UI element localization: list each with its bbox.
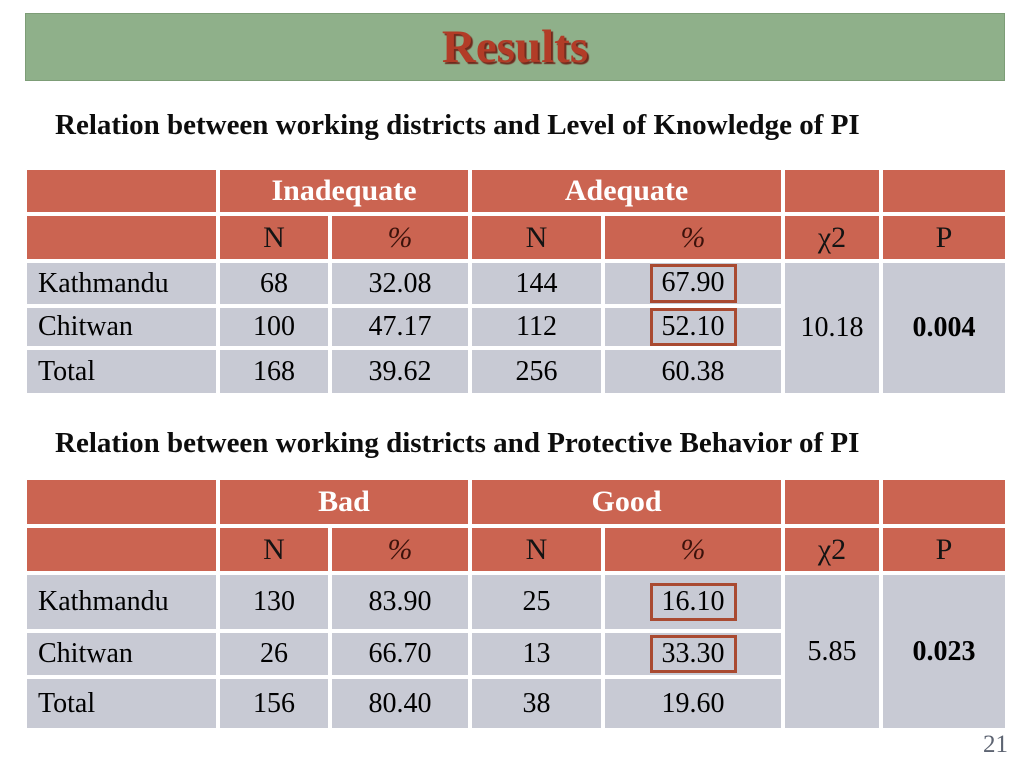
value-cell: 80.40 bbox=[327, 675, 473, 730]
value-cell: 130 bbox=[216, 571, 332, 633]
value-cell: 144 bbox=[468, 259, 606, 308]
boxed-value: 52.10 bbox=[649, 310, 737, 345]
row-label: Chitwan bbox=[25, 303, 220, 351]
value-cell: 52.10 bbox=[601, 303, 786, 351]
value-cell: 112 bbox=[468, 303, 606, 351]
chi2-value: 5.85 bbox=[781, 571, 884, 730]
knowledge-table: Inadequate Adequate N % N % χ2 P Kathman… bbox=[25, 168, 1008, 396]
group-header-adequate: Adequate bbox=[468, 168, 786, 216]
group-header-good: Good bbox=[468, 478, 786, 528]
empty-header-cell bbox=[879, 478, 1008, 528]
value-cell: 83.90 bbox=[327, 571, 473, 633]
value-cell: 67.90 bbox=[601, 259, 786, 308]
p-value: 0.004 bbox=[879, 258, 1008, 396]
group-header-row: Inadequate Adequate bbox=[25, 168, 1008, 216]
empty-header-cell bbox=[781, 168, 884, 216]
value-cell: 100 bbox=[216, 303, 332, 351]
behavior-table: Bad Good N % N % χ2 P Kathmandu 130 83.9… bbox=[25, 478, 1008, 730]
value-cell: 19.60 bbox=[601, 675, 786, 730]
table-row: Total 168 39.62 256 60.38 bbox=[25, 346, 1005, 396]
table-row: Total 156 80.40 38 19.60 bbox=[25, 675, 1005, 730]
value-cell: 32.08 bbox=[327, 259, 473, 308]
value-cell: 38 bbox=[468, 675, 606, 730]
column-header-n: N bbox=[468, 212, 606, 263]
title-banner: Results bbox=[25, 13, 1005, 81]
table-row: Chitwan 100 47.17 112 52.10 bbox=[25, 303, 1005, 351]
value-cell: 156 bbox=[216, 675, 332, 730]
row-label: Chitwan bbox=[25, 629, 220, 679]
corner-cell bbox=[25, 524, 220, 575]
corner-cell bbox=[25, 168, 220, 216]
slide-title: Results bbox=[441, 21, 589, 73]
value-cell: 256 bbox=[468, 346, 606, 396]
value-cell: 39.62 bbox=[327, 346, 473, 396]
boxed-value: 16.10 bbox=[649, 582, 737, 622]
value-cell: 60.38 bbox=[601, 346, 786, 396]
column-header-pct: % bbox=[601, 524, 786, 575]
row-label: Total bbox=[25, 675, 220, 730]
empty-header-cell bbox=[879, 168, 1008, 216]
corner-cell bbox=[25, 212, 220, 263]
column-header-pct: % bbox=[327, 524, 473, 575]
section-heading-knowledge: Relation between working districts and L… bbox=[55, 109, 860, 141]
group-header-inadequate: Inadequate bbox=[215, 168, 473, 216]
column-header-row: N % N % χ2 P bbox=[25, 524, 1008, 575]
row-label: Total bbox=[25, 346, 220, 396]
boxed-value: 67.90 bbox=[649, 265, 737, 302]
boxed-value: 33.30 bbox=[649, 635, 737, 673]
table-row: Chitwan 26 66.70 13 33.30 bbox=[25, 629, 1005, 679]
p-value: 0.023 bbox=[879, 571, 1008, 730]
column-header-chi2: χ2 bbox=[781, 212, 884, 263]
value-cell: 47.17 bbox=[327, 303, 473, 351]
value-cell: 168 bbox=[216, 346, 332, 396]
value-cell: 16.10 bbox=[601, 571, 786, 633]
row-label: Kathmandu bbox=[25, 259, 220, 308]
column-header-pct: % bbox=[601, 212, 786, 263]
section-heading-behavior: Relation between working districts and P… bbox=[55, 427, 860, 459]
column-header-chi2: χ2 bbox=[781, 524, 884, 575]
column-header-p: P bbox=[879, 524, 1008, 575]
group-header-bad: Bad bbox=[215, 478, 473, 528]
column-header-n: N bbox=[216, 524, 332, 575]
group-header-row: Bad Good bbox=[25, 478, 1008, 528]
value-cell: 33.30 bbox=[601, 629, 786, 679]
table-row: Kathmandu 68 32.08 144 67.90 10.18 0.004 bbox=[25, 258, 1008, 396]
corner-cell bbox=[25, 478, 220, 528]
column-header-n: N bbox=[216, 212, 332, 263]
value-cell: 13 bbox=[468, 629, 606, 679]
table-row: Kathmandu 130 83.90 25 16.10 5.85 0.023 bbox=[25, 571, 1008, 730]
chi2-value: 10.18 bbox=[781, 258, 884, 396]
column-header-pct: % bbox=[327, 212, 473, 263]
column-header-row: N % N % χ2 P bbox=[25, 212, 1008, 263]
empty-header-cell bbox=[781, 478, 884, 528]
column-header-p: P bbox=[879, 212, 1008, 263]
value-cell: 66.70 bbox=[327, 629, 473, 679]
value-cell: 68 bbox=[216, 259, 332, 308]
page-number: 21 bbox=[983, 731, 1008, 758]
column-header-n: N bbox=[468, 524, 606, 575]
row-label: Kathmandu bbox=[25, 571, 220, 633]
value-cell: 25 bbox=[468, 571, 606, 633]
value-cell: 26 bbox=[216, 629, 332, 679]
